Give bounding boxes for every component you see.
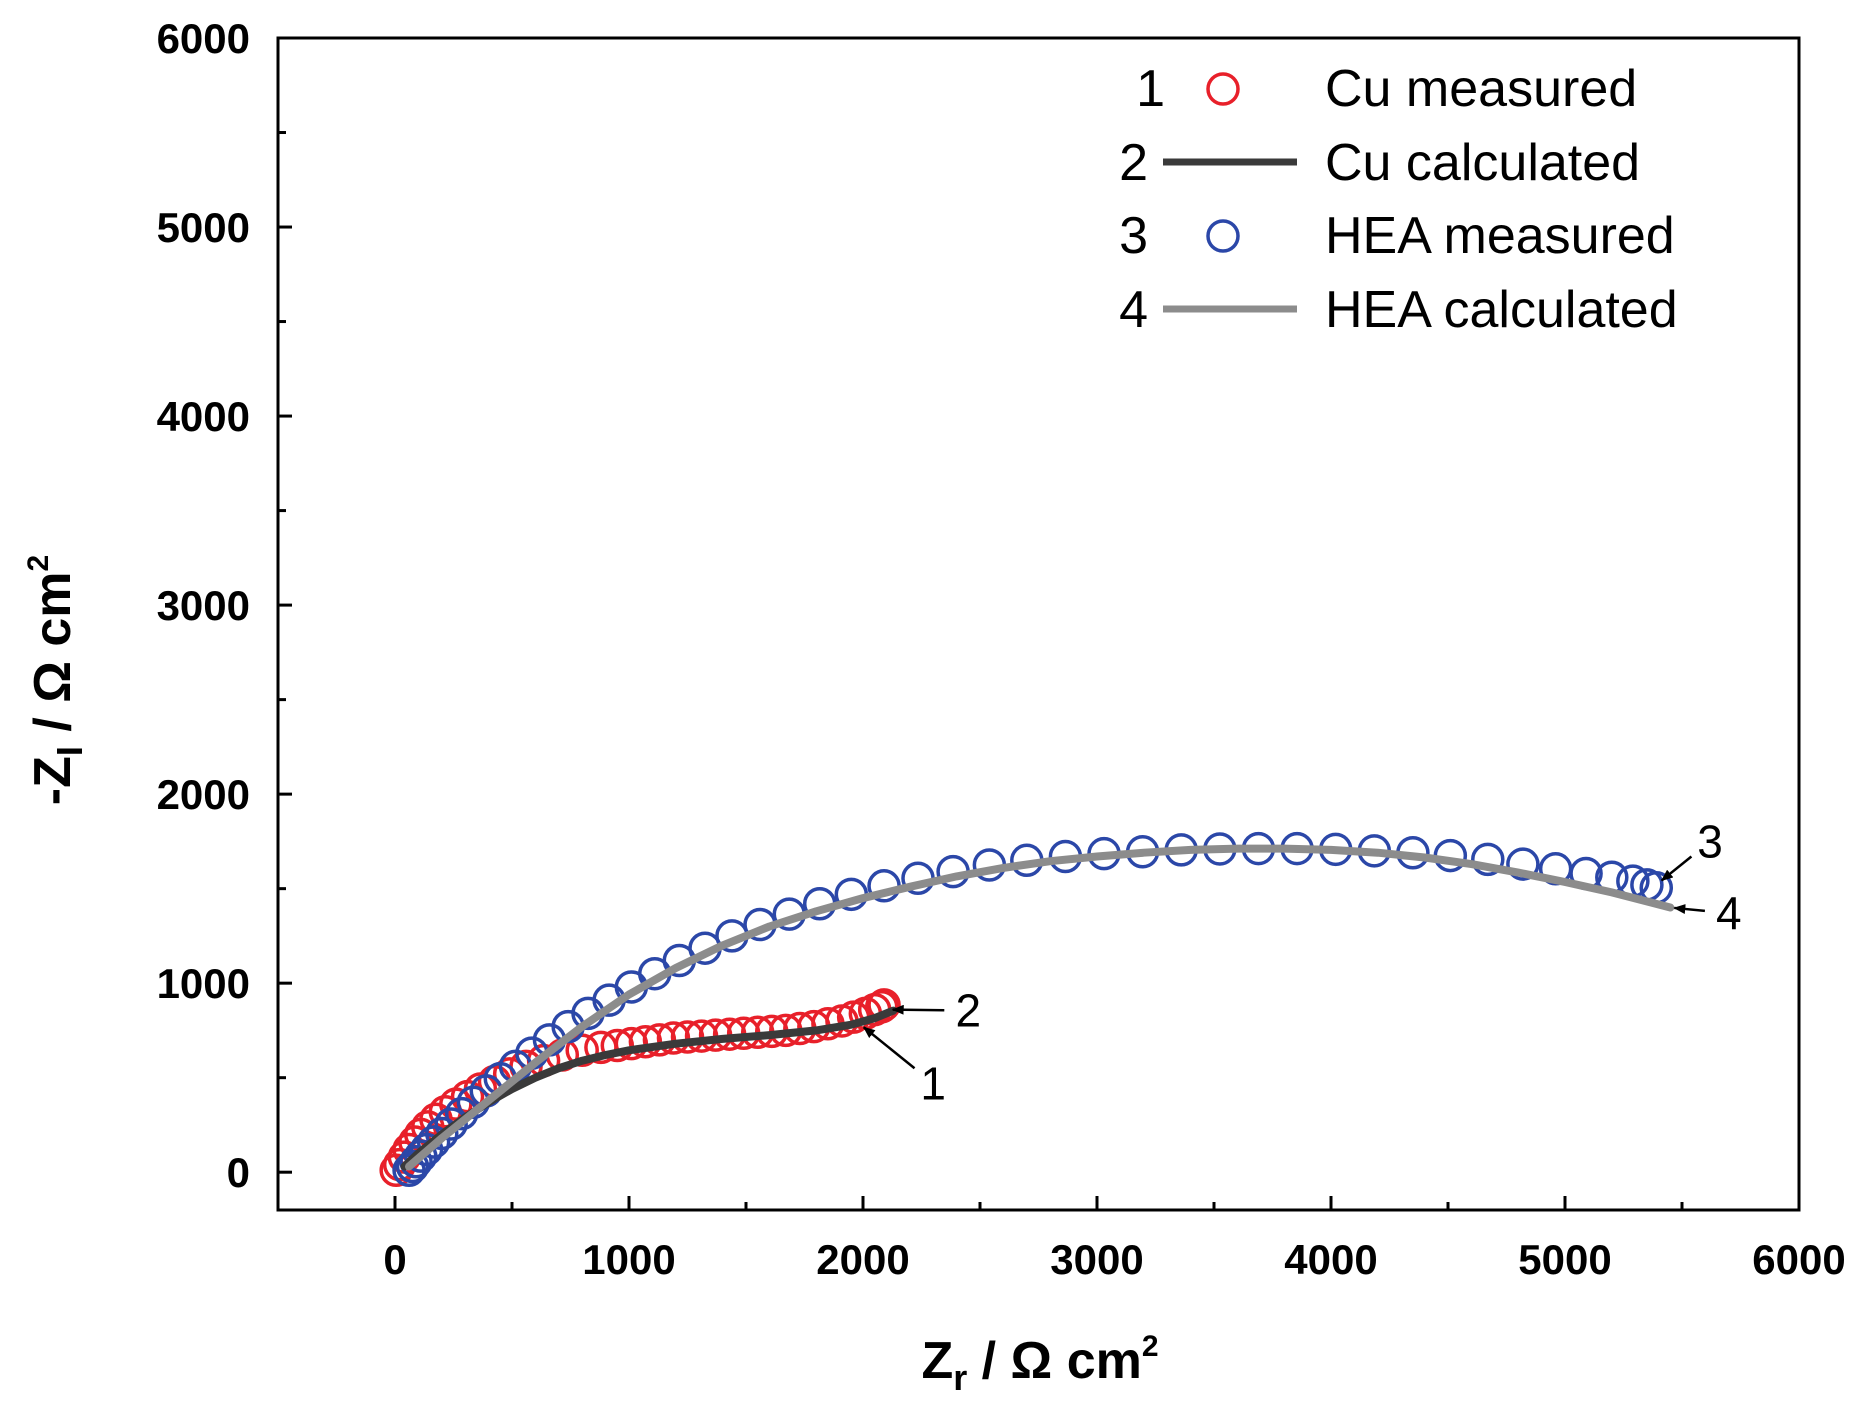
x-tick-label: 2000 — [816, 1236, 909, 1283]
x-axis-title-sub: r — [953, 1357, 967, 1398]
x-tick-label: 0 — [383, 1236, 406, 1283]
annotation-label-4: 4 — [1716, 887, 1742, 939]
y-tick-label: 1000 — [157, 960, 250, 1007]
x-axis-title: Zr / Ω cm2 — [921, 1330, 1158, 1398]
legend-num-4: 4 — [1119, 281, 1148, 339]
y-tick-label: 0 — [227, 1149, 250, 1196]
legend: 1 Cu measured 2 Cu calculated 3 HEA meas… — [1119, 60, 1678, 339]
plot-frame — [276, 36, 1801, 1212]
y-axis-title-main: -Z — [24, 756, 82, 805]
legend-num-1: 1 — [1136, 60, 1165, 118]
y-axis-title: -ZI / Ω cm2 — [22, 555, 90, 805]
y-tick-label: 6000 — [157, 15, 250, 62]
annotation-arrow-4 — [1673, 904, 1706, 914]
hea-measured-point — [416, 1125, 451, 1159]
y-axis-title-sup: 2 — [22, 555, 55, 572]
legend-num-3: 3 — [1119, 207, 1148, 265]
hea-measured-point — [1471, 842, 1505, 877]
x-axis-title-main: Z — [921, 1332, 953, 1390]
axis-ticks: 0 1000 2000 3000 4000 5000 6000 0 1000 2000 3000 40… — [157, 15, 1846, 1283]
y-axis-title-unit: / Ω cm — [24, 571, 82, 746]
legend-label-cu-calculated: Cu calculated — [1325, 134, 1640, 192]
annotation-arrow-1 — [862, 1026, 916, 1070]
hea-measured-point — [434, 1107, 468, 1141]
x-tick-label: 4000 — [1284, 1236, 1377, 1283]
cu-measured-point — [656, 1021, 691, 1055]
legend-label-hea-calculated: HEA calculated — [1325, 281, 1678, 339]
hea-measured-point — [425, 1116, 459, 1151]
y-tick-label: 2000 — [157, 771, 250, 818]
annotation-label-3: 3 — [1697, 815, 1723, 867]
hea-measured-point — [1506, 847, 1540, 881]
annotation-arrow-3 — [1660, 855, 1693, 882]
x-tick-label: 5000 — [1518, 1236, 1611, 1283]
x-axis-title-sup: 2 — [1142, 1330, 1159, 1363]
legend-label-hea-measured: HEA measured — [1325, 207, 1675, 265]
annotation-label-2: 2 — [956, 985, 982, 1037]
legend-label-cu-measured: Cu measured — [1325, 60, 1637, 118]
y-tick-label: 3000 — [157, 582, 250, 629]
annotation-label-1: 1 — [920, 1057, 946, 1109]
hea-calculated-line — [405, 844, 1675, 1171]
x-axis-title-unit: / Ω cm — [967, 1332, 1142, 1390]
hea-measured-point — [399, 1145, 433, 1179]
y-tick-label: 4000 — [157, 393, 250, 440]
curve-annotations: 12 3 4 — [862, 815, 1742, 1109]
annotation-arrow-2 — [891, 1004, 945, 1015]
x-tick-label: 3000 — [1050, 1236, 1143, 1283]
data-series — [379, 831, 1675, 1188]
legend-num-2: 2 — [1119, 134, 1148, 192]
legend-marker-cu-measured — [1206, 72, 1240, 106]
legend-marker-hea-measured — [1206, 219, 1240, 253]
y-tick-label: 5000 — [157, 204, 250, 251]
x-tick-label: 6000 — [1752, 1236, 1845, 1283]
x-tick-label: 1000 — [582, 1236, 675, 1283]
y-axis-title-sub: I — [49, 746, 90, 756]
